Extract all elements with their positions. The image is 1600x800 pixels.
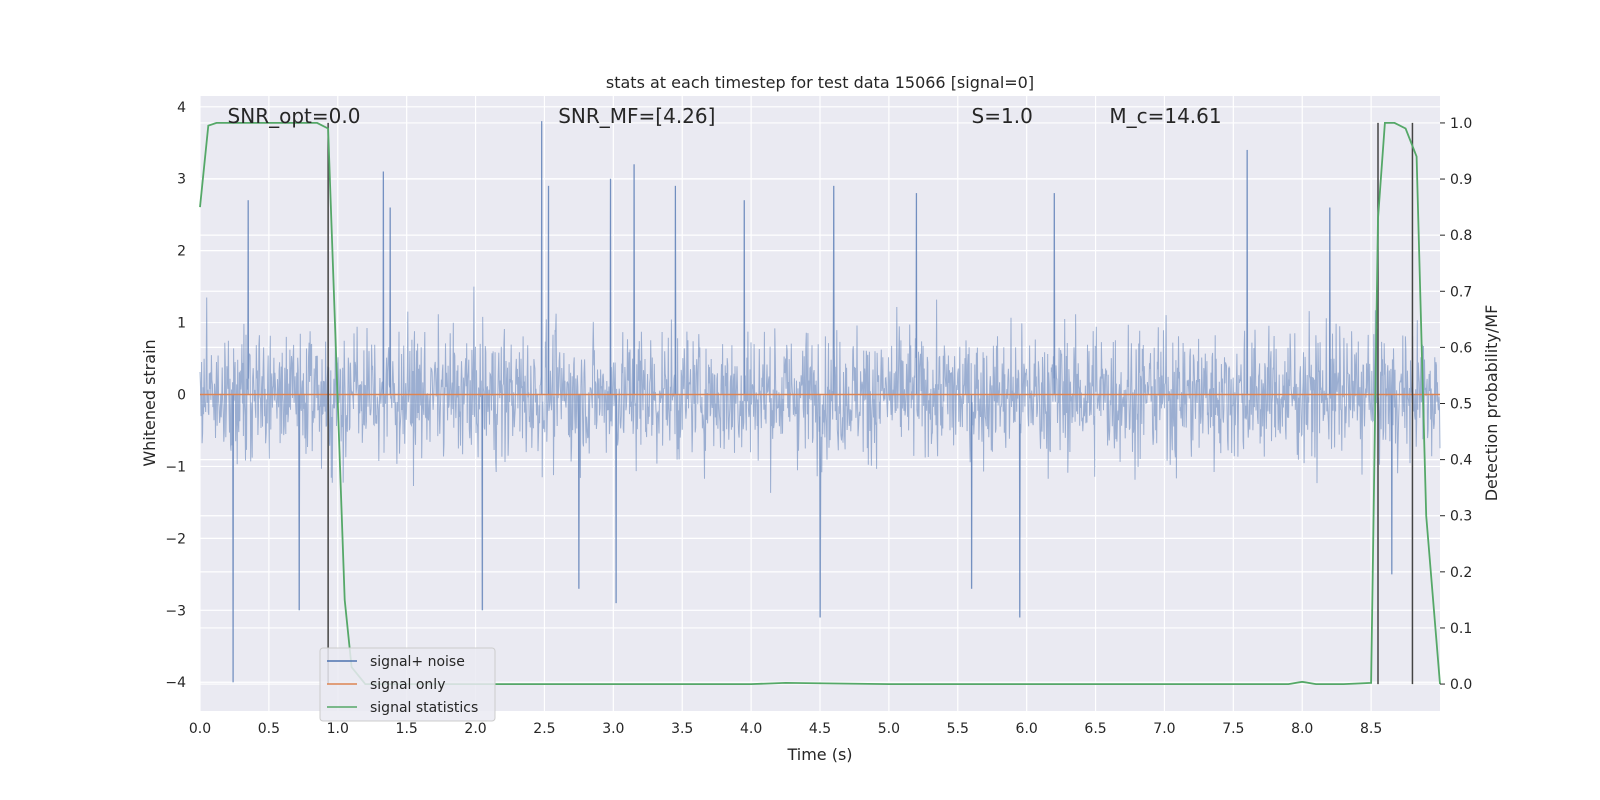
annotation-2: S=1.0 <box>972 104 1033 128</box>
y2-tick-label: 0.3 <box>1450 509 1472 525</box>
x-tick-label: 3.5 <box>671 721 693 737</box>
x-tick-label: 8.0 <box>1291 721 1313 737</box>
y2-tick-label: 0.2 <box>1450 565 1472 581</box>
x-tick-label: 6.0 <box>1016 721 1038 737</box>
y-tick-label: −1 <box>165 459 186 475</box>
y2-tick-label: 0.4 <box>1450 453 1472 469</box>
x-tick-label: 1.5 <box>396 721 418 737</box>
x-tick-label: 5.0 <box>878 721 900 737</box>
y-ticks-right: 0.0 0.1 0.2 0.3 0.4 0.5 0.6 0.7 0.8 0.9 1.0 <box>1440 116 1472 693</box>
y2-tick-label: 0.8 <box>1450 228 1472 244</box>
y2-tick-label: 0.0 <box>1450 677 1472 693</box>
series-signal-noise <box>199 121 1441 683</box>
annotations: SNR_opt=0.0 SNR_MF=[4.26] S=1.0 M_c=14.61 <box>228 104 1222 128</box>
y2-tick-label: 0.1 <box>1450 621 1472 637</box>
y2-tick-label: 0.9 <box>1450 172 1472 188</box>
x-tick-label: 0.5 <box>258 721 280 737</box>
x-tick-label: 3.0 <box>602 721 624 737</box>
series-signal-statistics <box>199 122 1441 685</box>
y-ticks-left: −4 −3 −2 −1 0 1 2 3 4 <box>165 100 186 691</box>
y2-axis-label: Detection probability/MF <box>1482 305 1501 502</box>
x-tick-label: 2.5 <box>533 721 555 737</box>
y-tick-label: 3 <box>177 172 186 188</box>
annotation-3: M_c=14.61 <box>1109 104 1221 128</box>
y-axis-label: Whitened strain <box>140 339 159 466</box>
y2-tick-label: 0.7 <box>1450 284 1472 300</box>
x-ticks: 0.0 0.5 1.0 1.5 2.0 2.5 3.0 3.5 4.0 4.5 5.0 5.5 6.0 6… <box>189 721 1382 737</box>
x-tick-label: 2.0 <box>464 721 486 737</box>
x-tick-label: 5.5 <box>947 721 969 737</box>
x-tick-label: 6.5 <box>1084 721 1106 737</box>
x-tick-label: 8.5 <box>1360 721 1382 737</box>
x-tick-label: 1.0 <box>327 721 349 737</box>
x-tick-label: 4.5 <box>809 721 831 737</box>
chart-title: stats at each timestep for test data 150… <box>606 73 1034 92</box>
y-tick-label: −3 <box>165 603 186 619</box>
y-tick-label: 4 <box>177 100 186 116</box>
legend-label-signal-only: signal only <box>370 677 445 693</box>
y-tick-label: 1 <box>177 316 186 332</box>
annotation-1: SNR_MF=[4.26] <box>558 104 715 128</box>
annotation-0: SNR_opt=0.0 <box>228 104 361 128</box>
y-tick-label: −4 <box>165 675 186 691</box>
x-tick-label: 4.0 <box>740 721 762 737</box>
legend-box <box>319 647 496 722</box>
legend-label-signal-statistics: signal statistics <box>370 700 478 716</box>
y-tick-label: 2 <box>177 244 186 260</box>
y-tick-label: 0 <box>177 388 186 404</box>
y-tick-label: −2 <box>165 531 186 547</box>
x-tick-label: 7.0 <box>1153 721 1175 737</box>
legend-label-signal-noise: signal+ noise <box>370 654 465 670</box>
signal-statistics-line <box>199 122 1441 685</box>
y2-tick-label: 0.5 <box>1450 397 1472 413</box>
x-axis-label: Time (s) <box>786 745 852 764</box>
y2-tick-label: 1.0 <box>1450 116 1472 132</box>
x-tick-label: 7.5 <box>1222 721 1244 737</box>
y2-tick-label: 0.6 <box>1450 340 1472 356</box>
legend: signal+ noise signal only signal statist… <box>319 647 496 722</box>
x-tick-label: 0.0 <box>189 721 211 737</box>
